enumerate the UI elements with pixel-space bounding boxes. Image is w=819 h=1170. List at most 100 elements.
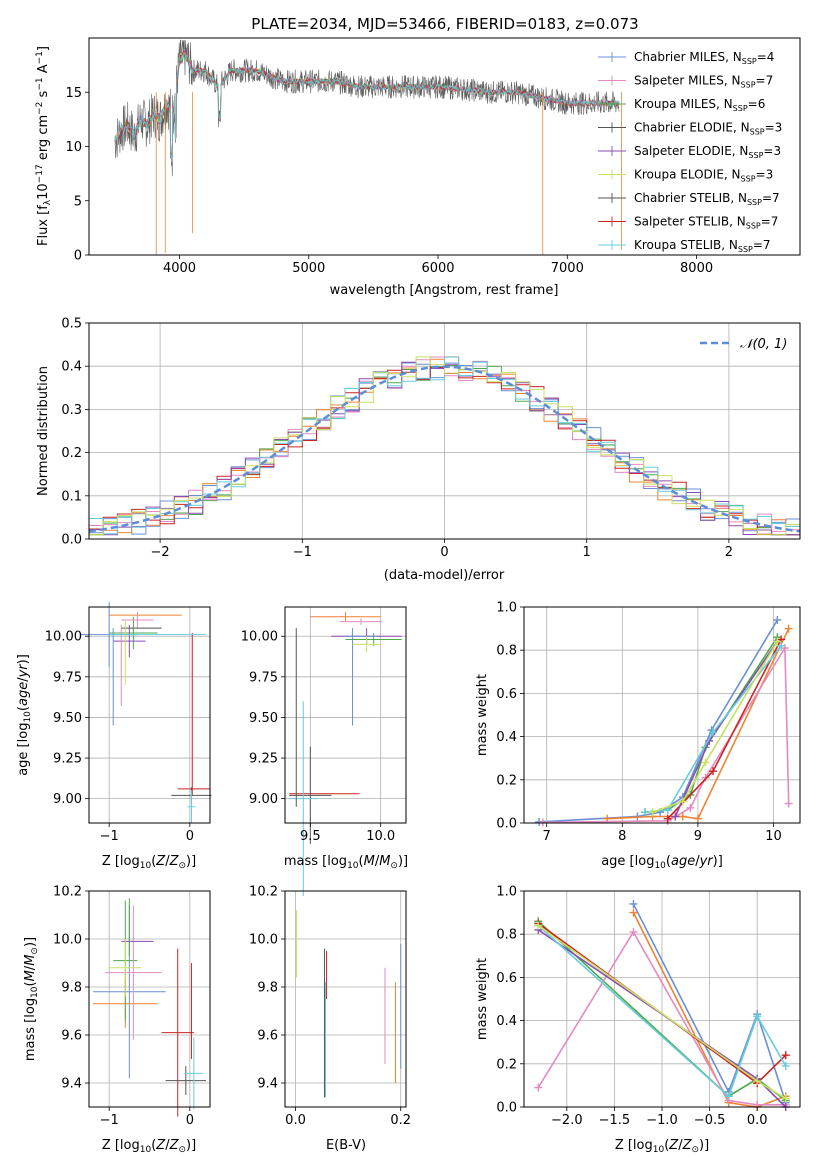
y-tick-label: 9.8: [257, 981, 278, 996]
mass-age-plot-area: [285, 607, 406, 897]
y-tick-label: 5: [74, 194, 82, 209]
y-tick-label: 0.0: [61, 533, 82, 548]
x-tick-label: 10.0: [366, 829, 395, 844]
y-tick-label: 0.4: [496, 730, 517, 745]
ebv-mass-xlabel: E(B-V): [326, 1138, 366, 1153]
histogram-xlabel: (data-model)/error: [384, 568, 505, 583]
x-tick-label: −1: [100, 829, 119, 844]
y-tick-label: 0.4: [496, 1014, 517, 1029]
spectrum-plot-area: [114, 39, 623, 255]
x-tick-label: 0.2: [390, 1113, 411, 1128]
y-tick-label: 9.00: [53, 792, 82, 807]
legend-entry: Kroupa MILES, NSSP=6: [634, 97, 765, 113]
mass-age-ticks: 9.5 10.0 9.00 9.25 9.50 9.75 10.00: [241, 630, 395, 844]
x-tick-label: 8: [618, 829, 626, 844]
age-weight-plot-area: [524, 606, 800, 827]
y-tick-label: 10: [65, 140, 82, 155]
spectrum-legend: Chabrier MILES, NSSP=4 Salpeter MILES, NS…: [598, 50, 782, 254]
y-tick-label: 10.00: [241, 630, 278, 645]
mass-age-panel: 9.5 10.0 9.00 9.25 9.50 9.75 10.00 mass [log10…: [241, 606, 408, 897]
x-tick-label: 9: [694, 829, 702, 844]
z-weight-xlabel: Z [log10(Z/Z⊙)]: [615, 1138, 709, 1155]
spectrum-title: PLATE=2034, MJD=53466, FIBERID=0183, z=0…: [251, 15, 638, 33]
spectrum-ticks: 4000 5000 6000 7000 8000 0 5 10 15: [65, 86, 713, 276]
ebv-mass-ticks: 0.0 0.2 9.4 9.6 9.8 10.0 10.2: [249, 885, 411, 1129]
y-tick-label: 10.2: [53, 885, 82, 900]
mass-age-xlabel: mass [log10(M/M⊙)]: [284, 854, 408, 871]
y-tick-label: 10.2: [249, 885, 278, 900]
y-tick-label: 0.6: [496, 971, 517, 986]
legend-entry: Kroupa ELODIE, NSSP=3: [634, 168, 773, 184]
y-tick-label: 9.75: [53, 670, 82, 685]
z-age-ylabel: age [log10(age/yr)]: [16, 654, 33, 776]
y-tick-label: 0.2: [61, 446, 82, 461]
histogram-ylabel: Normed distribution: [36, 366, 51, 496]
histogram-legend-label: 𝒩(0, 1): [740, 337, 787, 352]
weight-series-line: [537, 925, 787, 1098]
y-tick-label: 9.25: [53, 752, 82, 767]
x-tick-label: −1: [293, 545, 312, 560]
y-tick-label: 9.00: [249, 792, 278, 807]
x-tick-label: 1: [583, 545, 591, 560]
x-tick-label: 10: [765, 829, 782, 844]
z-age-panel: −1 0 9.00 9.25 9.50 9.75 10.00 Z [log10(Z/Z⊙)]…: [16, 602, 212, 871]
weight-series-line: [652, 641, 778, 813]
y-tick-label: 0.6: [496, 687, 517, 702]
spectrum-xlabel: wavelength [Angstrom, rest frame]: [330, 283, 559, 298]
y-tick-label: 9.25: [249, 752, 278, 767]
x-tick-label: 0.0: [747, 1113, 768, 1128]
y-tick-label: 0: [74, 249, 82, 264]
x-tick-label: 2: [725, 545, 733, 560]
y-tick-label: 0.0: [496, 1101, 517, 1116]
normal-curve: [88, 365, 801, 533]
y-tick-label: 0.5: [61, 317, 82, 332]
z-age-ticks: −1 0 9.00 9.25 9.50 9.75 10.00: [45, 630, 194, 844]
y-tick-label: 10.00: [45, 630, 82, 645]
age-weight-panel: 7 8 9 10 0.0 0.2 0.4 0.6 0.8 1.0 age [log10(age/y…: [475, 601, 801, 871]
x-tick-label: −1: [100, 1113, 119, 1128]
y-tick-label: 9.4: [257, 1077, 278, 1092]
x-tick-label: 6000: [421, 261, 454, 276]
y-tick-label: 0.2: [496, 773, 517, 788]
ebv-mass-panel: 0.0 0.2 9.4 9.6 9.8 10.0 10.2 E(B-V): [249, 885, 411, 1154]
legend-entry: Chabrier STELIB, NSSP=7: [634, 191, 780, 207]
x-tick-label: 7000: [551, 261, 584, 276]
y-tick-label: 9.6: [61, 1029, 82, 1044]
x-tick-label: 8000: [680, 261, 713, 276]
z-age-plot-area: [80, 602, 212, 823]
histogram-plot-area: [88, 322, 801, 540]
residual-histogram-panel: −2 −1 0 1 2 0.0 0.1 0.2 0.3 0.4 0.5 (data-model)/e…: [36, 317, 801, 583]
age-weight-ticks: 7 8 9 10 0.0 0.2 0.4 0.6 0.8 1.0: [496, 601, 781, 845]
x-tick-label: −1.5: [599, 1113, 631, 1128]
y-tick-label: 9.50: [53, 711, 82, 726]
y-tick-label: 9.6: [257, 1029, 278, 1044]
x-tick-label: 4000: [163, 261, 196, 276]
x-tick-label: 0: [186, 1113, 194, 1128]
x-tick-label: 5000: [292, 261, 325, 276]
z-age-xlabel: Z [log10(Z/Z⊙)]: [102, 854, 196, 871]
legend-entry: Chabrier ELODIE, NSSP=3: [634, 121, 782, 137]
y-tick-label: 15: [65, 86, 82, 101]
y-tick-label: 0.0: [496, 817, 517, 832]
y-tick-label: 10.0: [53, 933, 82, 948]
y-tick-label: 1.0: [496, 885, 517, 900]
y-tick-label: 0.8: [496, 928, 517, 943]
legend-entry: Kroupa STELIB, NSSP=7: [634, 238, 771, 254]
histogram-ticks: −2 −1 0 1 2 0.0 0.1 0.2 0.3 0.4 0.5: [61, 317, 733, 561]
spectrum-series-line: [114, 39, 620, 177]
age-weight-xlabel: age [log10(age/yr)]: [601, 854, 723, 871]
x-tick-label: −0.5: [694, 1113, 726, 1128]
z-mass-ticks: −1 0 9.4 9.6 9.8 10.0 10.2: [53, 885, 194, 1129]
z-mass-xlabel: Z [log10(Z/Z⊙)]: [102, 1138, 196, 1155]
legend-entry: Chabrier MILES, NSSP=4: [634, 50, 774, 66]
weight-series-line: [542, 645, 790, 824]
y-tick-label: 9.4: [61, 1077, 82, 1092]
x-tick-label: 0.0: [285, 1113, 306, 1128]
y-tick-label: 9.8: [61, 981, 82, 996]
x-tick-label: −2: [151, 545, 170, 560]
spectrum-ylabel: Flux [fλ10−17 erg cm−2 s−1 A−1]: [35, 46, 53, 246]
legend-entry: Salpeter STELIB, NSSP=7: [634, 215, 778, 231]
y-tick-label: 9.75: [249, 670, 278, 685]
z-mass-panel: −1 0 9.4 9.6 9.8 10.0 10.2 Z [log10(Z/Z⊙)] mas…: [23, 885, 211, 1155]
